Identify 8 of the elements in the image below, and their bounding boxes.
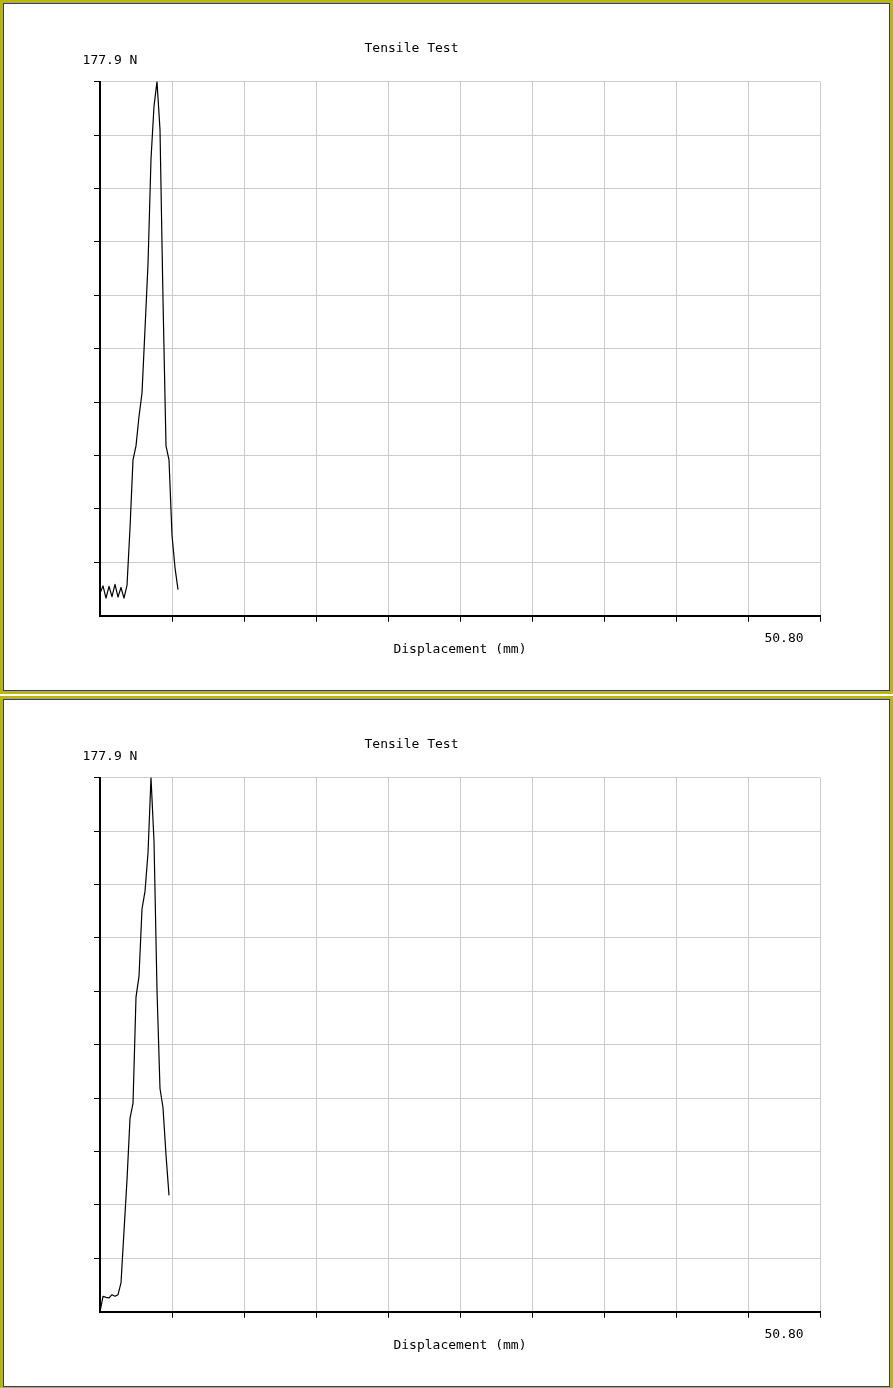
text: 177.9 N (82, 748, 138, 764)
text: 50.80 (764, 1325, 804, 1341)
text: 50.80 (764, 629, 804, 645)
text: 177.9 N (82, 52, 138, 68)
chart-title: Tensile Test (364, 736, 459, 752)
x-axis-title: Displacement (mm) (393, 1336, 527, 1352)
x-axis-title: Displacement (mm) (393, 640, 527, 656)
chart-title: Tensile Test (364, 40, 459, 56)
